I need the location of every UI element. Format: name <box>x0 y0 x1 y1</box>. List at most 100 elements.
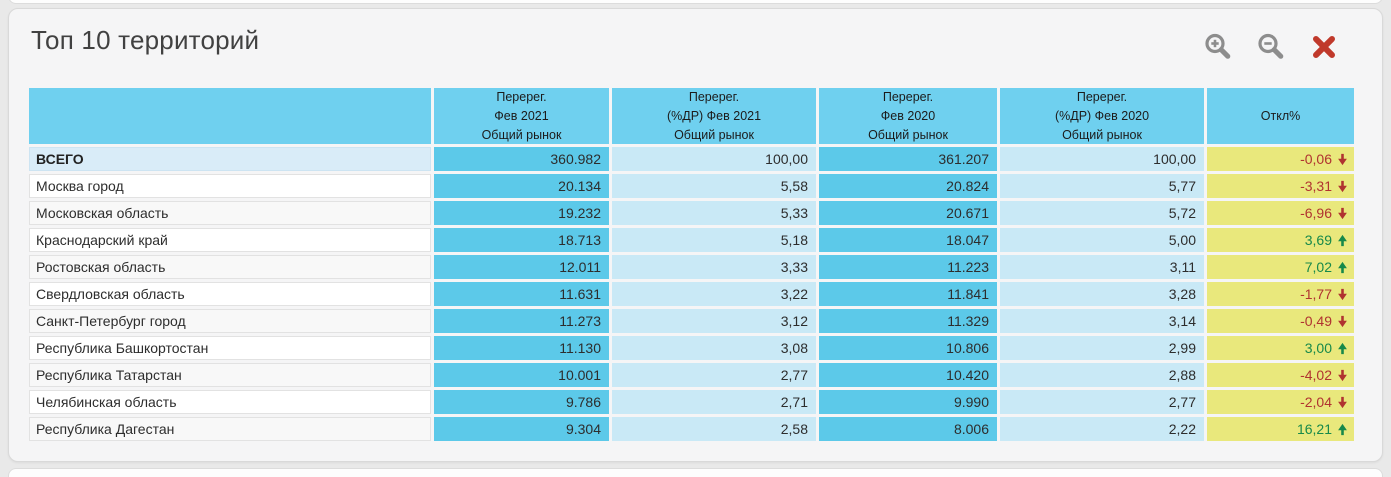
deviation-value: 3,00 <box>1304 340 1332 357</box>
close-icon[interactable] <box>1308 31 1340 63</box>
table-row: Ростовская область 12.011 3,33 11.223 3,… <box>29 255 1354 280</box>
territories-table: Перерег. Фев 2021 Общий рынок Перерег. (… <box>26 85 1357 444</box>
top10-territories-widget: Топ 10 территорий Перерег. Фев 2021 Общи… <box>8 8 1383 462</box>
deviation-cell: 16,21 <box>1207 417 1354 442</box>
reg-feb2020-cell: 18.047 <box>819 228 997 253</box>
share-feb2021-cell: 3,22 <box>612 282 816 307</box>
zoom-in-icon[interactable] <box>1202 31 1234 63</box>
deviation-value: -0,49 <box>1300 313 1332 330</box>
reg-feb2021-cell: 11.631 <box>434 282 609 307</box>
trend-arrow-icon <box>1338 423 1347 435</box>
share-feb2020-cell: 2,22 <box>1000 417 1204 442</box>
trend-arrow-icon <box>1338 234 1347 246</box>
reg-feb2020-cell: 11.329 <box>819 309 997 334</box>
reg-feb2020-cell: 20.824 <box>819 174 997 199</box>
header-reg-feb2021: Перерег. Фев 2021 Общий рынок <box>434 88 609 145</box>
trend-arrow-icon <box>1338 396 1347 408</box>
deviation-cell: -4,02 <box>1207 363 1354 388</box>
reg-feb2020-cell: 10.420 <box>819 363 997 388</box>
reg-feb2021-cell: 9.786 <box>434 390 609 415</box>
territory-name-cell[interactable]: Свердловская область <box>29 282 431 307</box>
share-feb2021-cell: 100,00 <box>612 147 816 172</box>
territory-name-cell[interactable]: Санкт-Петербург город <box>29 309 431 334</box>
deviation-value: 3,69 <box>1304 232 1332 249</box>
table-row: Челябинская область 9.786 2,71 9.990 2,7… <box>29 390 1354 415</box>
trend-arrow-icon <box>1338 207 1347 219</box>
deviation-cell: -0,06 <box>1207 147 1354 172</box>
table-row: Краснодарский край 18.713 5,18 18.047 5,… <box>29 228 1354 253</box>
share-feb2021-cell: 3,12 <box>612 309 816 334</box>
reg-feb2021-cell: 10.001 <box>434 363 609 388</box>
share-feb2021-cell: 5,33 <box>612 201 816 226</box>
deviation-cell: 3,00 <box>1207 336 1354 361</box>
widget-title: Топ 10 территорий <box>31 25 260 55</box>
reg-feb2020-cell: 9.990 <box>819 390 997 415</box>
share-feb2021-cell: 5,18 <box>612 228 816 253</box>
reg-feb2020-cell: 8.006 <box>819 417 997 442</box>
territory-name-cell[interactable]: Республика Татарстан <box>29 363 431 388</box>
trend-arrow-icon <box>1338 288 1347 300</box>
reg-feb2020-cell: 361.207 <box>819 147 997 172</box>
territory-name-cell[interactable]: Краснодарский край <box>29 228 431 253</box>
reg-feb2021-cell: 11.273 <box>434 309 609 334</box>
previous-card-edge <box>8 0 1383 4</box>
share-feb2021-cell: 2,71 <box>612 390 816 415</box>
deviation-cell: -6,96 <box>1207 201 1354 226</box>
territory-name-cell[interactable]: Московская область <box>29 201 431 226</box>
table-header-row: Перерег. Фев 2021 Общий рынок Перерег. (… <box>29 88 1354 145</box>
share-feb2020-cell: 2,88 <box>1000 363 1204 388</box>
deviation-cell: -3,31 <box>1207 174 1354 199</box>
territory-name-cell[interactable]: Ростовская область <box>29 255 431 280</box>
trend-arrow-icon <box>1338 315 1347 327</box>
reg-feb2021-cell: 18.713 <box>434 228 609 253</box>
deviation-cell: -0,49 <box>1207 309 1354 334</box>
share-feb2021-cell: 2,77 <box>612 363 816 388</box>
share-feb2020-cell: 5,00 <box>1000 228 1204 253</box>
table-row: Москва город 20.134 5,58 20.824 5,77 -3,… <box>29 174 1354 199</box>
share-feb2020-cell: 3,11 <box>1000 255 1204 280</box>
deviation-value: -4,02 <box>1300 367 1332 384</box>
table-row: Свердловская область 11.631 3,22 11.841 … <box>29 282 1354 307</box>
deviation-value: -1,77 <box>1300 286 1332 303</box>
share-feb2020-cell: 2,99 <box>1000 336 1204 361</box>
reg-feb2020-cell: 10.806 <box>819 336 997 361</box>
trend-arrow-icon <box>1338 261 1347 273</box>
reg-feb2020-cell: 11.841 <box>819 282 997 307</box>
share-feb2020-cell: 100,00 <box>1000 147 1204 172</box>
table-row-total: ВСЕГО 360.982 100,00 361.207 100,00 -0,0… <box>29 147 1354 172</box>
deviation-value: -0,06 <box>1300 151 1332 168</box>
territory-name-cell[interactable]: Москва город <box>29 174 431 199</box>
share-feb2020-cell: 3,28 <box>1000 282 1204 307</box>
widget-toolbar <box>1202 31 1340 63</box>
reg-feb2021-cell: 360.982 <box>434 147 609 172</box>
share-feb2021-cell: 3,08 <box>612 336 816 361</box>
deviation-value: -2,04 <box>1300 394 1332 411</box>
deviation-cell: -2,04 <box>1207 390 1354 415</box>
table-row: Республика Башкортостан 11.130 3,08 10.8… <box>29 336 1354 361</box>
deviation-cell: 3,69 <box>1207 228 1354 253</box>
deviation-value: 16,21 <box>1296 421 1332 438</box>
deviation-value: 7,02 <box>1304 259 1332 276</box>
share-feb2021-cell: 5,58 <box>612 174 816 199</box>
territory-name-cell[interactable]: Челябинская область <box>29 390 431 415</box>
share-feb2020-cell: 5,77 <box>1000 174 1204 199</box>
deviation-cell: 7,02 <box>1207 255 1354 280</box>
trend-arrow-icon <box>1338 153 1347 165</box>
reg-feb2021-cell: 20.134 <box>434 174 609 199</box>
reg-feb2020-cell: 11.223 <box>819 255 997 280</box>
zoom-out-icon[interactable] <box>1255 31 1287 63</box>
next-card-edge <box>8 468 1383 477</box>
territory-name-cell[interactable]: ВСЕГО <box>29 147 431 172</box>
table-row: Санкт-Петербург город 11.273 3,12 11.329… <box>29 309 1354 334</box>
reg-feb2021-cell: 12.011 <box>434 255 609 280</box>
header-share-feb2021: Перерег. (%ДР) Фев 2021 Общий рынок <box>612 88 816 145</box>
share-feb2020-cell: 2,77 <box>1000 390 1204 415</box>
territory-name-cell[interactable]: Республика Дагестан <box>29 417 431 442</box>
header-reg-feb2020: Перерег. Фев 2020 Общий рынок <box>819 88 997 145</box>
share-feb2021-cell: 3,33 <box>612 255 816 280</box>
reg-feb2020-cell: 20.671 <box>819 201 997 226</box>
trend-arrow-icon <box>1338 342 1347 354</box>
share-feb2020-cell: 5,72 <box>1000 201 1204 226</box>
reg-feb2021-cell: 19.232 <box>434 201 609 226</box>
territory-name-cell[interactable]: Республика Башкортостан <box>29 336 431 361</box>
